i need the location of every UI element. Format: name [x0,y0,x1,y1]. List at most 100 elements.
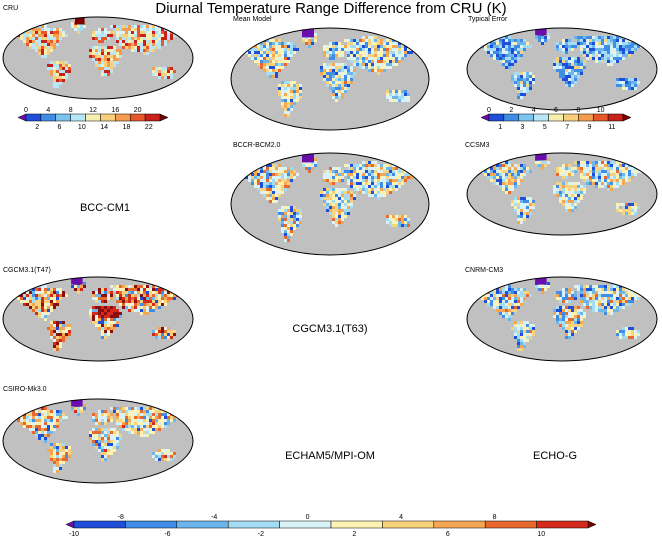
map-border [466,276,658,362]
colorbar-arrow-high [587,520,597,529]
colorbar-swatch [548,113,564,122]
colorbar-swatch [100,113,116,122]
colorbar-tick-label: 18 [123,124,131,131]
colorbar-tick-label: -10 [69,531,79,538]
colorbar-tick-label: 8 [493,514,497,521]
colorbar-swatch [129,113,146,122]
panel-label-ccsm3: CCSM3 [465,142,490,149]
colorbar-swatch [125,520,178,529]
colorbar-tick-label: 8 [69,107,73,114]
colorbar-tick-label: 16 [111,107,119,114]
colorbar-tick-label: 2 [35,124,39,131]
colorbar-tick-label: -8 [118,514,124,521]
colorbar-swatch [484,520,537,529]
colorbar-swatch [536,520,589,529]
colorbar-arrow-low [480,113,490,122]
colorbar-tick-label: 12 [89,107,97,114]
panel-label-bccr-bcm2: BCCR-BCM2.0 [233,142,281,149]
colorbar-swatch [279,520,332,529]
missing-panel-bcc-cm1: BCC-CM1 [79,202,131,214]
colorbar-arrow-low [65,520,75,529]
map-cgcm-t47 [2,276,194,362]
map-border [2,398,194,484]
colorbar-swatch [518,113,534,122]
colorbar-swatch [563,113,579,122]
colorbar-tick-label: 2 [509,107,513,114]
colorbar-swatch [488,113,505,122]
colorbar-tick-label: 22 [145,124,153,131]
colorbar-arrow-high [159,113,169,122]
map-border [2,16,194,100]
colorbar-tick-label: 6 [58,124,62,131]
colorbar-swatch [433,520,486,529]
panel-label-cnrm-cm3: CNRM-CM3 [465,267,504,274]
missing-panel-echam5: ECHAM5/MPI-OM [285,450,375,462]
colorbar-swatch [578,113,594,122]
colorbar-swatch [533,113,549,122]
colorbar-tick-label: 7 [565,124,569,131]
colorbar-tick-label: 0 [306,514,310,521]
colorbar-arrow-high [622,113,632,122]
colorbar-tick-label: 4 [46,107,50,114]
colorbar-difference: -8 -4 0 4 8 -10 -6 -2 2 6 10 [65,514,597,538]
colorbar-swatch [592,113,609,122]
colorbar-tick-label: 0 [487,107,491,114]
panel-label-typical-error: Typical Error [468,16,508,23]
panel-label-cru: CRU [3,5,19,12]
colorbar-tick-label: -4 [211,514,217,521]
colorbar-swatch [176,520,229,529]
map-border [2,276,194,362]
colorbar-tick-label: 4 [399,514,403,521]
map-border [466,152,658,236]
colorbar-swatch [382,520,435,529]
map-typical-error [466,27,658,111]
colorbar-arrow-low [17,113,27,122]
colorbar-tick-label: 2 [352,531,356,538]
colorbar-swatch [607,113,624,122]
colorbar-swatch [144,113,161,122]
colorbar-cru: 0 4 8 12 16 20 2 6 10 14 18 22 [17,107,169,131]
colorbar-tick-label: 5 [543,124,547,131]
colorbar-tick-label: 11 [608,124,615,131]
colorbar-swatch [85,113,101,122]
colorbar-swatch [70,113,86,122]
figure-title: Diurnal Temperature Range Difference fro… [155,0,507,17]
colorbar-tick-label: 3 [521,124,525,131]
map-bccr-bcm2 [230,152,430,256]
map-border [230,27,430,131]
colorbar-tick-label: -2 [258,531,264,538]
colorbar-tick-label: 9 [588,124,592,131]
colorbar-swatch [115,113,131,122]
colorbar-swatch [25,113,42,122]
map-csiro-mk3 [2,398,194,484]
missing-panel-cgcm-t63: CGCM3.1(T63) [292,323,368,335]
colorbar-tick-label: -6 [164,531,170,538]
colorbar-swatch [503,113,520,122]
map-cnrm-cm3 [466,276,658,362]
map-mean-model [230,27,430,131]
colorbar-swatch [227,520,280,529]
colorbar-tick-label: 0 [24,107,28,114]
colorbar-tick-label: 10 [78,124,86,131]
map-ccsm3 [466,152,658,236]
missing-panel-echo-g: ECHO-G [533,450,577,462]
colorbar-tick-label: 6 [554,107,558,114]
colorbar-tick-label: 4 [532,107,536,114]
colorbar-tick-label: 20 [134,107,142,114]
colorbar-tick-label: 10 [537,531,545,538]
colorbar-swatch [40,113,57,122]
panel-label-cgcm-t47: CGCM3.1(T47) [3,267,51,274]
colorbar-tick-label: 1 [498,124,502,131]
colorbar-swatch [73,520,126,529]
colorbar-swatch [330,520,383,529]
colorbar-typical-error: 0 2 4 6 8 10 1 3 5 7 9 11 [480,107,632,131]
map-border [466,27,658,111]
colorbar-tick-label: 14 [100,124,108,131]
colorbar-swatch [55,113,71,122]
panel-label-mean-model: Mean Model [233,16,272,23]
panel-label-csiro-mk3: CSIRO-Mk3.0 [3,386,47,393]
map-cru [2,16,194,100]
colorbar-tick-label: 8 [576,107,580,114]
map-border [230,152,430,256]
colorbar-tick-label: 10 [597,107,605,114]
